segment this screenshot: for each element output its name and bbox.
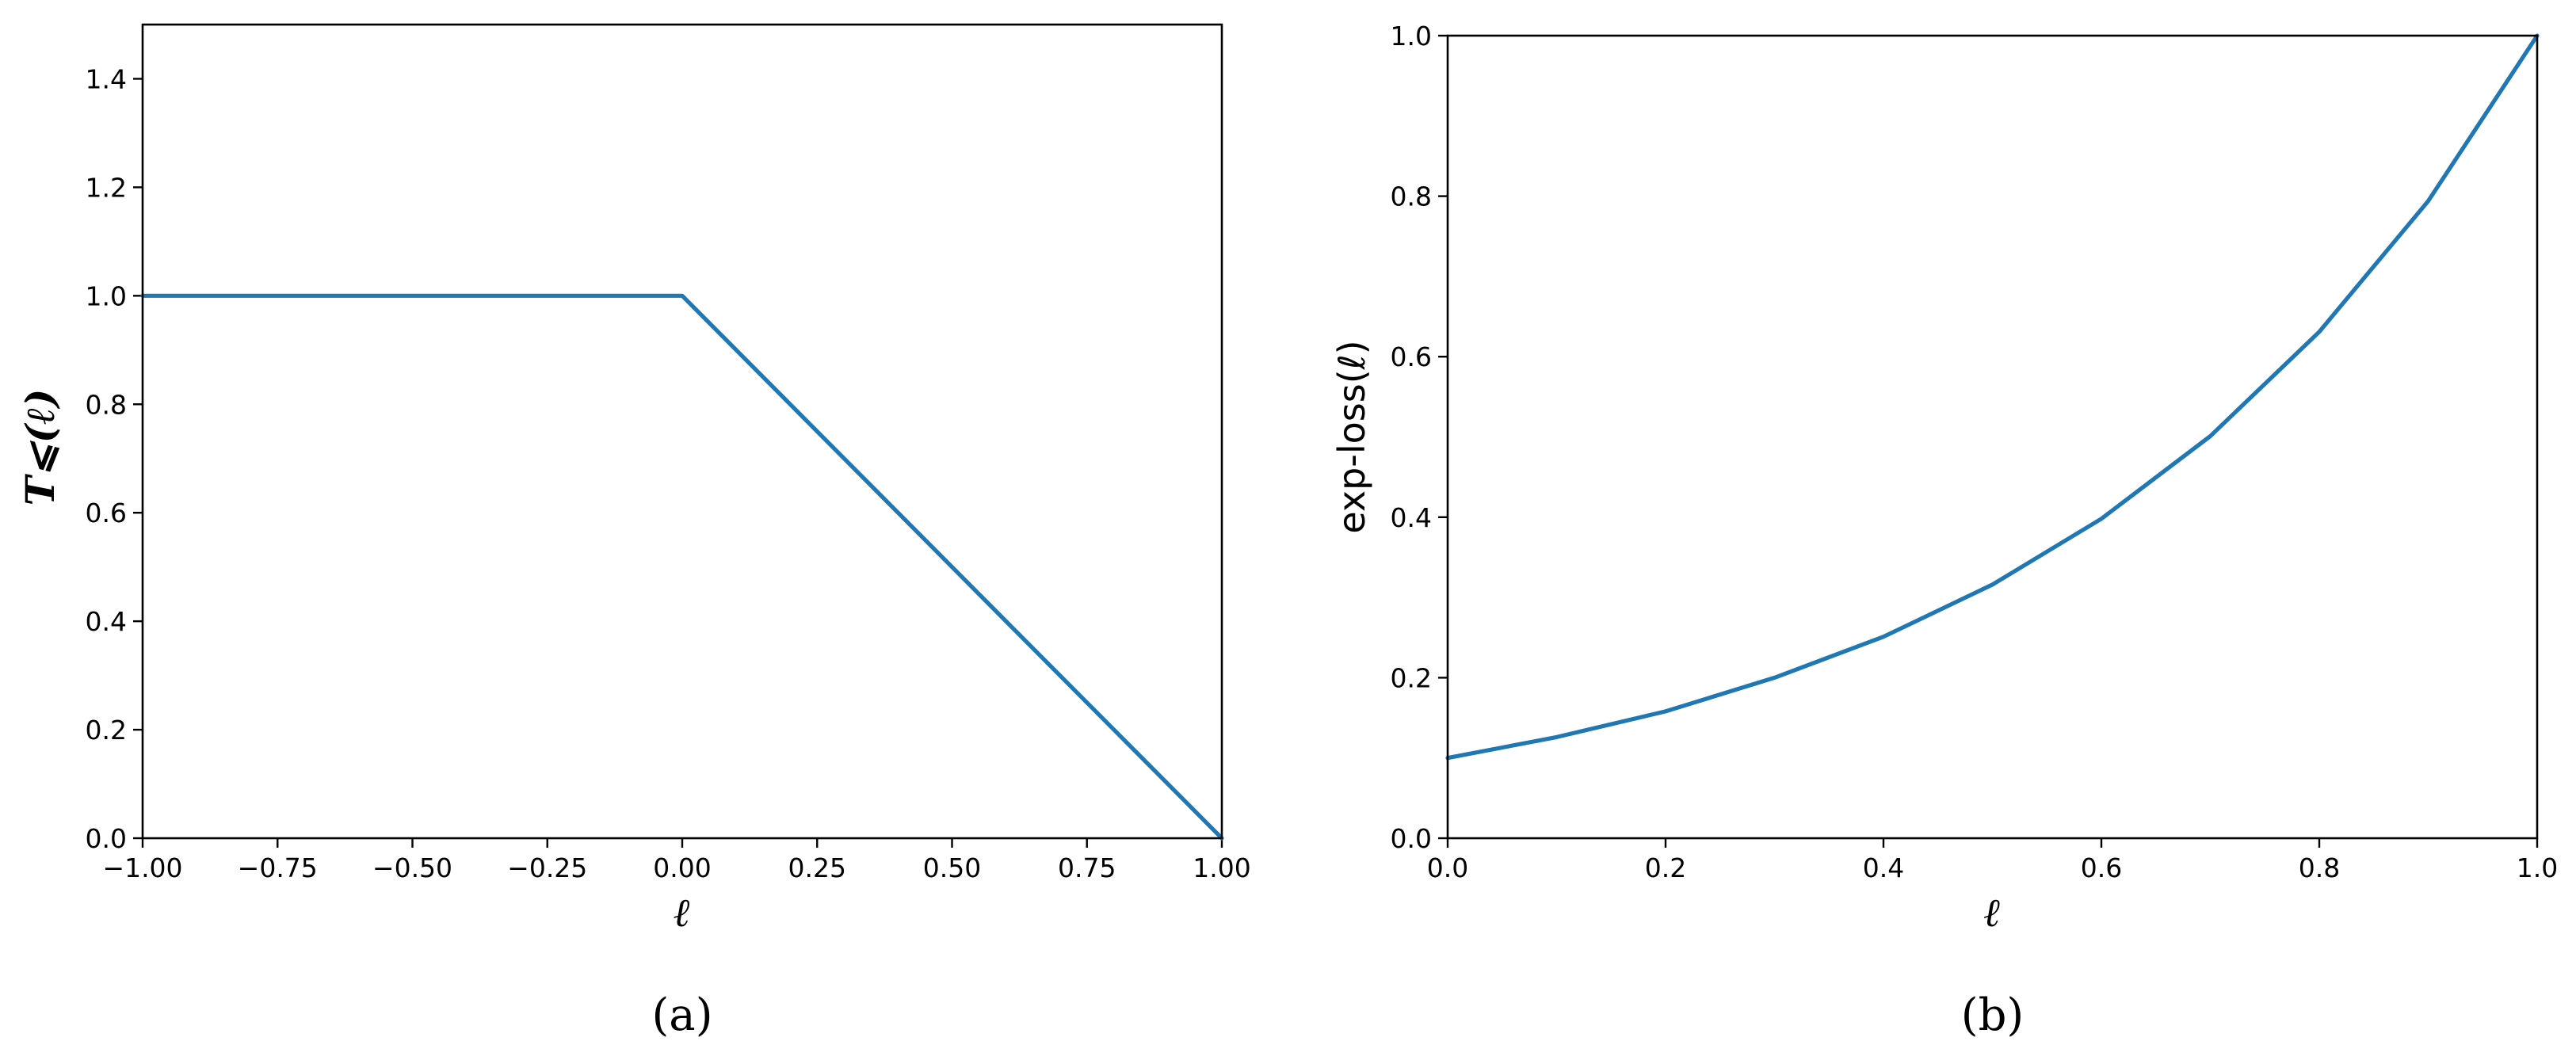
y-tick-label: 0.0 (1391, 823, 1432, 854)
plot-frame (1446, 34, 2539, 840)
panel-caption: (a) (651, 990, 712, 1041)
y-tick-label: 0.0 (86, 823, 127, 854)
x-tick-label: −0.25 (507, 852, 587, 883)
x-axis-label: ℓ (1984, 889, 2001, 936)
x-tick-label: 1.0 (2517, 852, 2558, 883)
y-axis-label: T⩽(ℓ) (17, 389, 63, 506)
x-axis-label: ℓ (674, 889, 690, 936)
y-axis-ticks: 0.0 0.2 0.4 0.6 0.8 1.0 1.2 1.4 (86, 63, 143, 854)
plot-frame (141, 23, 1223, 840)
x-tick-label: 0.8 (2299, 852, 2340, 883)
x-tick-label: 0.50 (923, 852, 981, 883)
y-tick-label: 0.8 (1391, 181, 1432, 212)
x-axis-ticks: −1.00 −0.75 −0.50 −0.25 0.00 0.25 0.50 0.75 1.00 (102, 838, 1251, 883)
chart-panel-b: 0.0 0.2 0.4 0.6 0.8 1.0 0.00.20.40.60.81.0 ℓ … (1330, 21, 2558, 1041)
series-line (140, 293, 1224, 841)
y-tick-label: 1.4 (86, 63, 127, 94)
y-tick-label: 0.8 (86, 389, 127, 420)
x-tick-label: 0.4 (1863, 852, 1904, 883)
x-tick-label: 0.2 (1645, 852, 1686, 883)
y-tick-label: 1.2 (86, 172, 127, 203)
series-layer (1445, 33, 2540, 761)
y-axis-ticks: 0.0 0.2 0.4 0.6 0.8 1.0 (1391, 21, 1448, 854)
x-tick-label: 0.25 (788, 852, 846, 883)
y-tick-label: 0.2 (86, 715, 127, 746)
y-tick-label: 1.0 (1391, 21, 1432, 51)
y-tick-label: 0.6 (86, 498, 127, 528)
x-tick-label: 0.0 (1427, 852, 1468, 883)
x-tick-label: 0.75 (1058, 852, 1116, 883)
x-tick-label: 0.00 (653, 852, 711, 883)
x-tick-label: −0.50 (372, 852, 452, 883)
x-tick-label: 0.6 (2081, 852, 2122, 883)
y-tick-label: 1.0 (86, 280, 127, 311)
series-line (1445, 33, 2540, 761)
x-tick-label: 1.00 (1193, 852, 1250, 883)
series-layer (140, 293, 1224, 841)
y-tick-label: 0.2 (1391, 662, 1432, 693)
y-axis-label: exp-loss(ℓ) (1330, 340, 1373, 533)
x-tick-label: −0.75 (238, 852, 318, 883)
x-tick-label: −1.00 (102, 852, 182, 883)
y-tick-label: 0.4 (1391, 502, 1432, 533)
panel-caption: (b) (1961, 990, 2025, 1041)
chart-panel-a: −1.00 −0.75 −0.50 −0.25 0.00 0.25 0.50 0.75 1.00… (17, 23, 1251, 1041)
x-axis-ticks: 0.0 0.2 0.4 0.6 0.8 1.0 (1427, 838, 2558, 883)
y-tick-label: 0.6 (1391, 341, 1432, 372)
y-tick-label: 0.4 (86, 606, 127, 637)
